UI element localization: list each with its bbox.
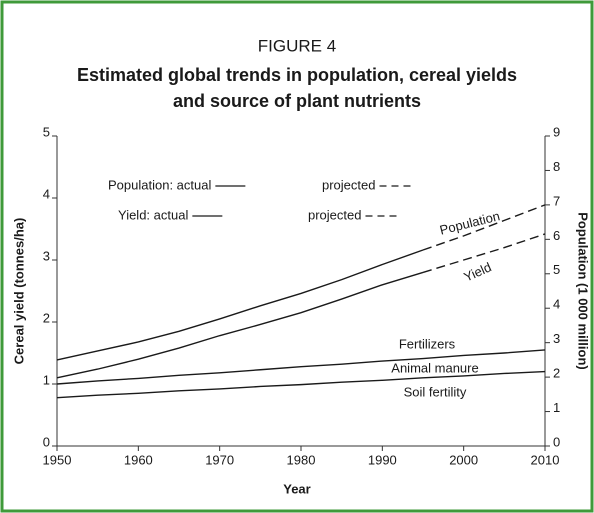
annotation: Soil fertility bbox=[404, 384, 467, 399]
legend-label: Yield: actual bbox=[118, 207, 188, 222]
x-tick-label: 1970 bbox=[205, 452, 234, 467]
y-axis-label: Cereal yield (tonnes/ha) bbox=[11, 218, 26, 365]
figure-number: FIGURE 4 bbox=[258, 36, 336, 55]
x-tick-label: 1990 bbox=[368, 452, 397, 467]
legend-label: Population: actual bbox=[108, 177, 211, 192]
y-tick-label: 3 bbox=[43, 248, 50, 263]
legend-label: projected bbox=[322, 177, 375, 192]
line bbox=[56, 370, 546, 399]
x-axis-label: Year bbox=[283, 481, 310, 496]
y2-axis-label: Population (1 000 million) bbox=[576, 212, 591, 369]
y2-tick-label: 1 bbox=[553, 400, 560, 415]
y-tick-label: 0 bbox=[43, 434, 50, 449]
y2-tick-label: 5 bbox=[553, 262, 560, 277]
y2-tick-label: 0 bbox=[553, 434, 560, 449]
y2-tick-label: 9 bbox=[553, 124, 560, 139]
y-tick-label: 1 bbox=[43, 372, 50, 387]
x-tick-label: 2010 bbox=[531, 452, 560, 467]
x-tick-label: 2000 bbox=[449, 452, 478, 467]
y-tick-label: 4 bbox=[43, 186, 50, 201]
line bbox=[56, 249, 424, 361]
annotation: Fertilizers bbox=[399, 336, 456, 351]
x-tick-label: 1960 bbox=[124, 452, 153, 467]
y2-tick-label: 3 bbox=[553, 331, 560, 346]
legend-label: projected bbox=[308, 207, 361, 222]
y2-tick-label: 8 bbox=[553, 159, 560, 174]
y2-tick-label: 4 bbox=[553, 297, 560, 312]
annotation: Animal manure bbox=[391, 360, 478, 375]
projected-line bbox=[422, 204, 546, 251]
y2-tick-label: 7 bbox=[553, 193, 560, 208]
x-tick-label: 1950 bbox=[43, 452, 72, 467]
chart-title: Estimated global trends in population, c… bbox=[77, 65, 517, 85]
x-tick-label: 1980 bbox=[287, 452, 316, 467]
line bbox=[56, 349, 546, 385]
line bbox=[56, 271, 424, 379]
y2-tick-label: 2 bbox=[553, 366, 560, 381]
y2-tick-label: 6 bbox=[553, 228, 560, 243]
y-tick-label: 5 bbox=[43, 124, 50, 139]
chart-title: and source of plant nutrients bbox=[173, 91, 421, 111]
projected-line bbox=[422, 233, 546, 274]
y-tick-label: 2 bbox=[43, 310, 50, 325]
